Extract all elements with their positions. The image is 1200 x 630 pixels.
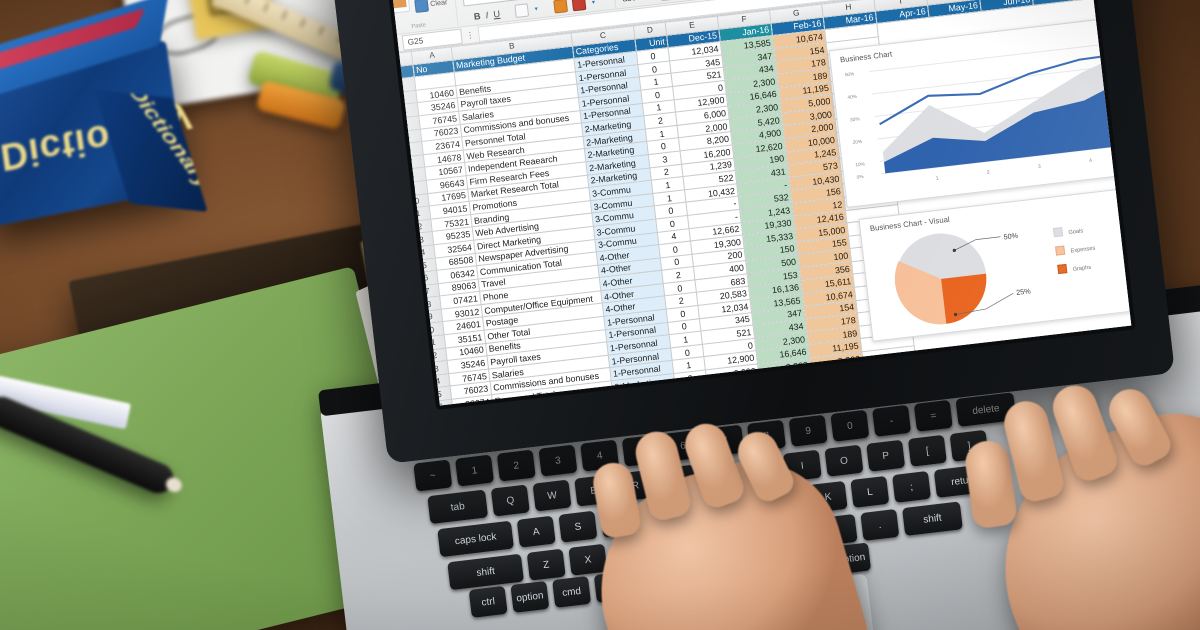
- header-cell-jul-16: Jul-16: [1031, 0, 1086, 6]
- key-2[interactable]: 2: [496, 449, 536, 482]
- svg-text:Goals: Goals: [1068, 228, 1084, 236]
- chart-business-chart[interactable]: Business Chart 50% 40% 30% 20% 10% 0%: [828, 14, 1132, 208]
- key-9[interactable]: 9: [788, 414, 828, 447]
- key-p[interactable]: P: [866, 439, 906, 472]
- svg-text:50%: 50%: [845, 71, 856, 78]
- paste-icon[interactable]: [390, 0, 411, 15]
- orientation-icon[interactable]: abc▼: [622, 0, 645, 4]
- key-shift-right[interactable]: shift: [902, 501, 963, 537]
- group-label-clipboard: Paste: [411, 22, 427, 31]
- key-tab[interactable]: tab: [427, 489, 489, 525]
- svg-text:20%: 20%: [852, 139, 863, 146]
- key-q[interactable]: Q: [490, 484, 530, 517]
- key-o[interactable]: O: [824, 444, 864, 477]
- header-cell-jun-16: Jun-16: [979, 0, 1034, 12]
- key-equal[interactable]: =: [913, 399, 953, 432]
- dictionary-book: Dictionary Dictionary: [0, 0, 208, 227]
- spreadsheet-app: File Layout Insert: [390, 0, 1132, 406]
- key-x[interactable]: X: [568, 543, 608, 576]
- key-period[interactable]: .: [860, 508, 900, 541]
- svg-text:1: 1: [935, 176, 939, 182]
- svg-text:40%: 40%: [847, 94, 858, 101]
- svg-text:25%: 25%: [1016, 286, 1032, 297]
- svg-text:Expenses: Expenses: [1070, 246, 1096, 255]
- italic-button[interactable]: I: [485, 9, 489, 20]
- key-w[interactable]: W: [532, 479, 572, 512]
- svg-text:3: 3: [1038, 164, 1042, 170]
- key-s[interactable]: S: [558, 510, 598, 543]
- key-z[interactable]: Z: [526, 548, 566, 581]
- borders-icon[interactable]: [514, 3, 530, 19]
- key-3[interactable]: 3: [538, 444, 578, 477]
- key-command-left[interactable]: cmd: [552, 575, 592, 608]
- chart2-svg: 50% 25% Goals Expenses Graphs: [894, 227, 1096, 325]
- spreadsheet-grid[interactable]: ABCDEFGHIJKLNoMarketing BudgetCategories…: [390, 0, 1132, 406]
- clear-button[interactable]: Clear: [414, 0, 448, 14]
- key-l[interactable]: L: [850, 475, 890, 508]
- svg-text:30%: 30%: [850, 116, 861, 123]
- bold-button[interactable]: B: [473, 10, 482, 22]
- svg-text:2: 2: [987, 170, 991, 176]
- key-0[interactable]: 0: [830, 409, 870, 442]
- laptop-screen: File Layout Insert: [390, 0, 1132, 406]
- key-control[interactable]: ctrl: [468, 585, 508, 618]
- key-caps-lock[interactable]: caps lock: [437, 520, 515, 558]
- chart1-svg: 50% 40% 30% 20% 10% 0% 1 2 3: [845, 40, 1132, 182]
- align-left-icon[interactable]: [659, 0, 675, 2]
- key-option-left[interactable]: option: [510, 580, 550, 613]
- font-color-icon[interactable]: [571, 0, 587, 12]
- svg-text:4: 4: [1089, 158, 1093, 164]
- underline-button[interactable]: U: [492, 8, 501, 20]
- fx-icon[interactable]: ⋮: [465, 29, 475, 40]
- svg-text:0%: 0%: [856, 174, 864, 181]
- chart-business-chart-visual[interactable]: Business Chart - Visual 50%: [858, 184, 1132, 342]
- svg-text:10%: 10%: [855, 161, 866, 168]
- key-bracket-left[interactable]: [: [907, 434, 947, 467]
- fill-color-icon[interactable]: [553, 0, 569, 14]
- svg-text:50%: 50%: [1003, 231, 1019, 242]
- key-minus[interactable]: -: [872, 404, 912, 437]
- key-a[interactable]: A: [516, 515, 556, 548]
- key-tilde[interactable]: ~: [413, 459, 453, 492]
- laptop-lid: File Layout Insert: [328, 0, 1176, 464]
- svg-text:Graphs: Graphs: [1072, 265, 1091, 273]
- key-1[interactable]: 1: [455, 454, 495, 487]
- key-semicolon[interactable]: ;: [892, 470, 932, 503]
- svg-text:5: 5: [1128, 153, 1132, 159]
